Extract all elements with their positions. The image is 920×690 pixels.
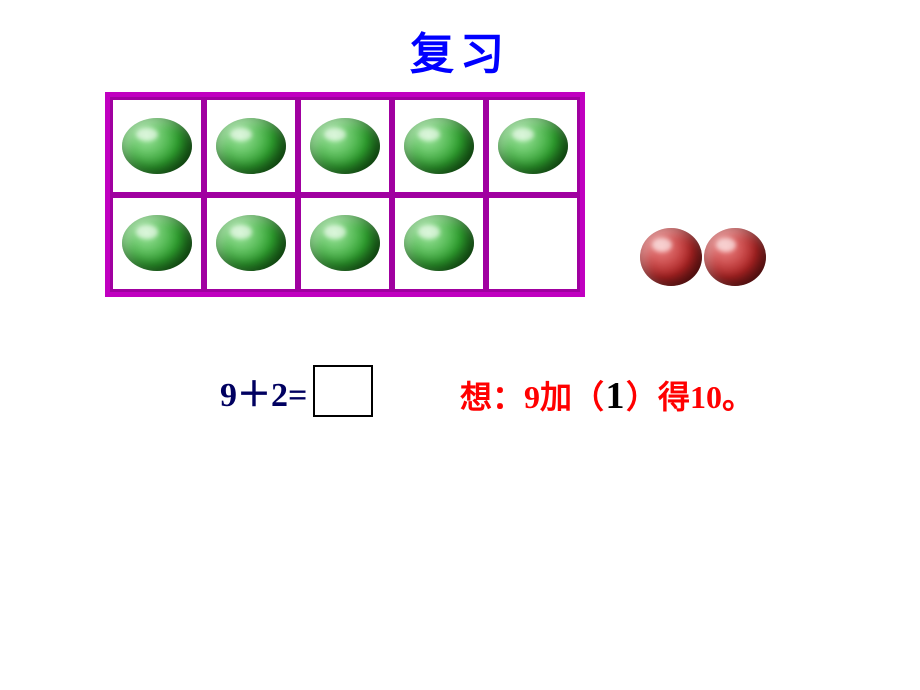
green-disc: [216, 215, 286, 271]
red-disc: [640, 228, 702, 286]
equation-text: 9＋2=: [220, 367, 307, 416]
green-disc: [122, 118, 192, 174]
ten-frame-cell: [110, 195, 204, 293]
ten-frame-cell: [204, 97, 298, 195]
green-disc: [404, 215, 474, 271]
green-disc: [498, 118, 568, 174]
green-disc: [122, 215, 192, 271]
ten-frame-cell: [110, 97, 204, 195]
ten-frame-cell: [298, 97, 392, 195]
green-disc: [404, 118, 474, 174]
ten-frame-cell: [392, 195, 486, 293]
equation-row: 9＋2=: [220, 365, 373, 417]
ten-frame-cell: [486, 97, 580, 195]
ten-frame-cell: [204, 195, 298, 293]
ten-frame-cell: [392, 97, 486, 195]
think-prefix: 想：9加（: [460, 379, 604, 415]
red-disc: [704, 228, 766, 286]
green-disc: [310, 118, 380, 174]
slide-title: 复习: [0, 18, 920, 82]
think-hint: 想：9加（1）得10。: [460, 372, 754, 418]
answer-box: [313, 365, 373, 417]
extra-discs-group: [640, 228, 766, 286]
think-suffix: ）得10。: [626, 379, 754, 415]
ten-frame-grid: [105, 92, 585, 297]
ten-frame-cell: [486, 195, 580, 293]
green-disc: [216, 118, 286, 174]
green-disc: [310, 215, 380, 271]
ten-frame-cell: [298, 195, 392, 293]
think-number: 1: [604, 374, 626, 418]
